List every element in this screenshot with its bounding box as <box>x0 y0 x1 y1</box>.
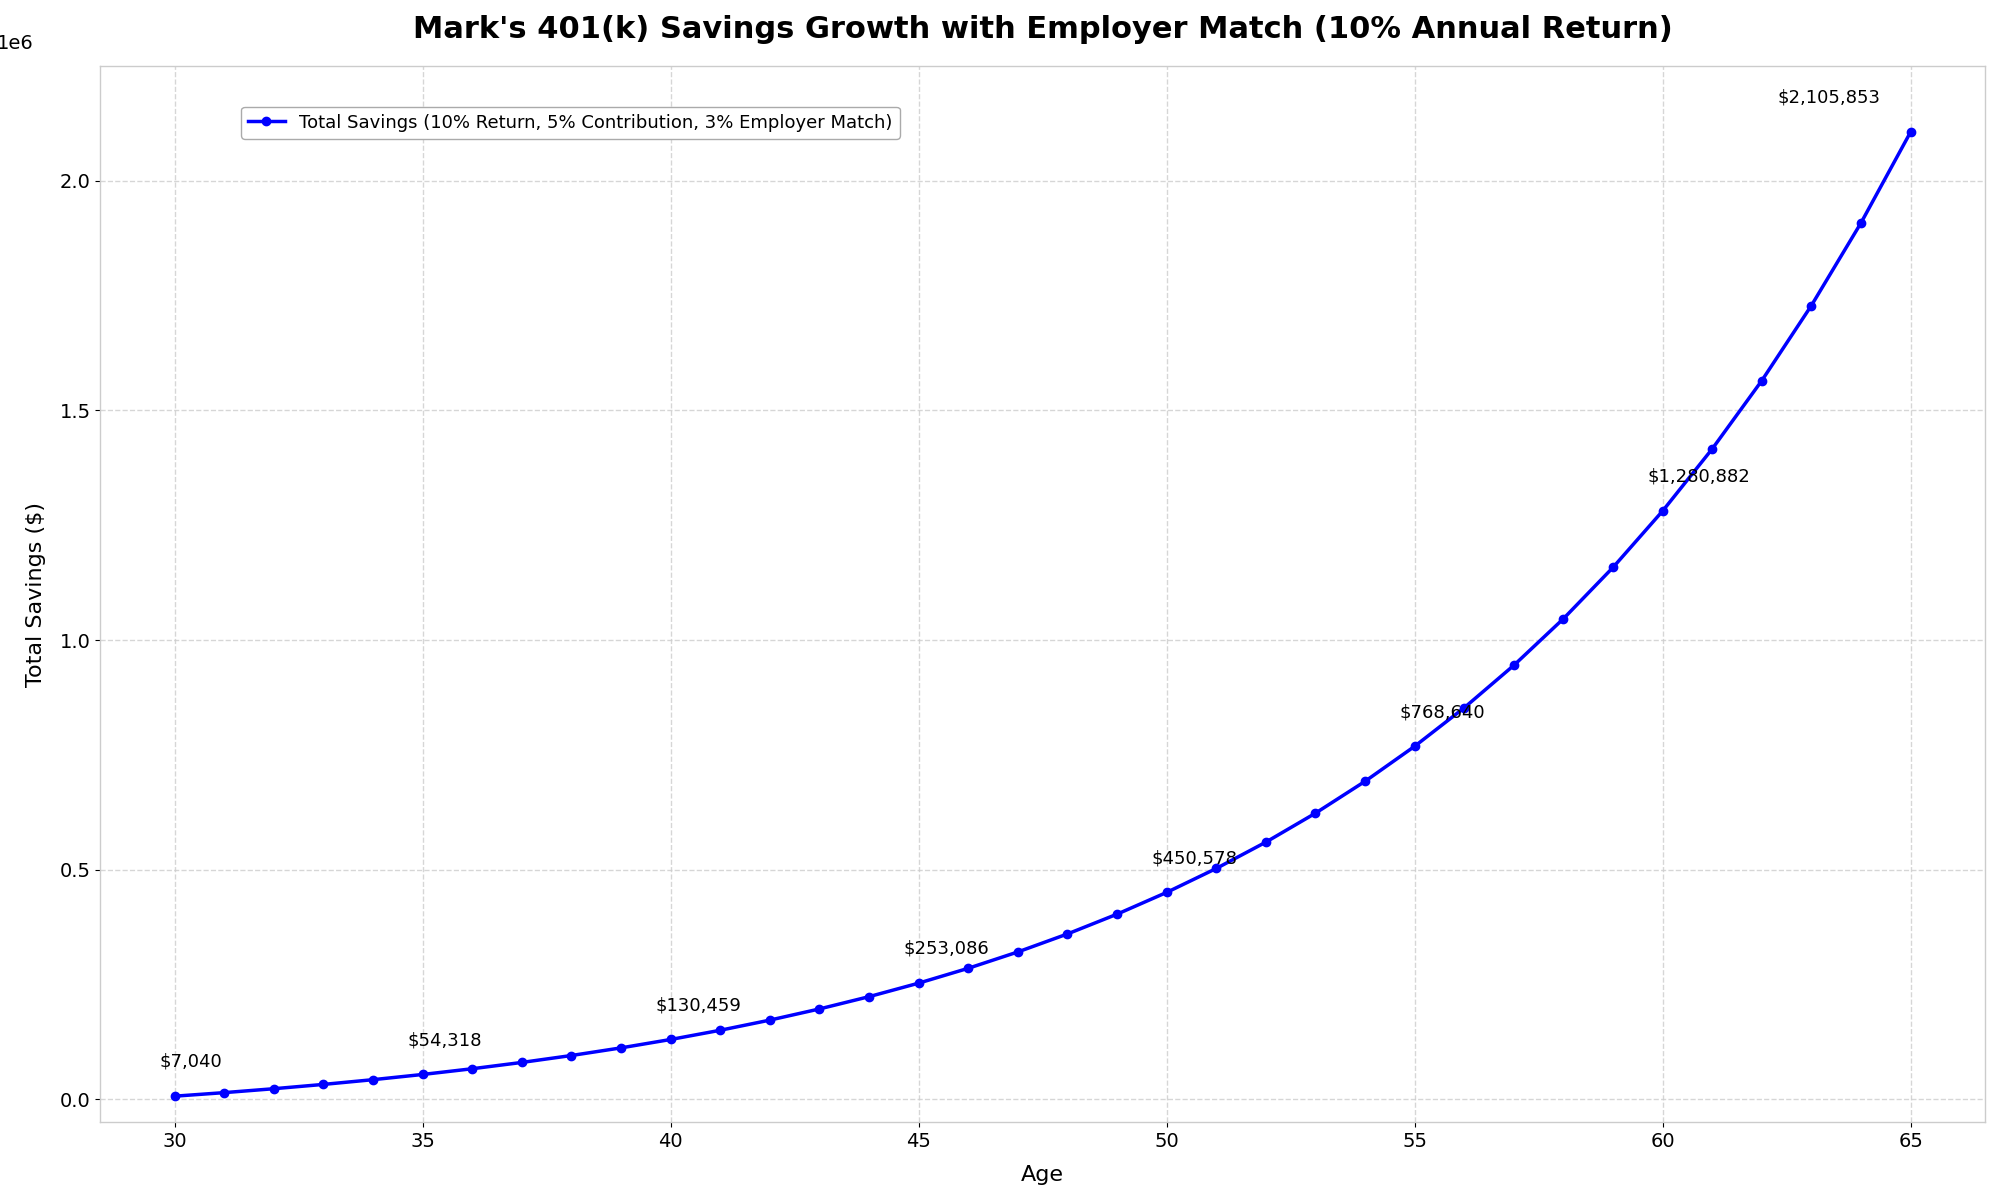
Text: $7,040: $7,040 <box>160 1052 222 1070</box>
Total Savings (10% Return, 5% Contribution, 3% Employer Match) <box>1650 504 1674 518</box>
Text: $54,318: $54,318 <box>408 1031 482 1049</box>
Total Savings (10% Return, 5% Contribution, 3% Employer Match) <box>1700 442 1724 456</box>
Total Savings (10% Return, 5% Contribution, 3% Employer Match) <box>162 1088 186 1103</box>
Total Savings (10% Return, 5% Contribution, 3% Employer Match) <box>808 1002 832 1016</box>
Total Savings (10% Return, 5% Contribution, 3% Employer Match) <box>460 1062 484 1076</box>
Text: $2,105,853: $2,105,853 <box>1778 89 1880 107</box>
Text: 1e6: 1e6 <box>0 34 34 53</box>
Total Savings (10% Return, 5% Contribution, 3% Employer Match) <box>1800 299 1824 313</box>
Total Savings (10% Return, 5% Contribution, 3% Employer Match) <box>560 1049 584 1063</box>
Total Savings (10% Return, 5% Contribution, 3% Employer Match) <box>212 1086 236 1100</box>
Total Savings (10% Return, 5% Contribution, 3% Employer Match) <box>1304 806 1328 821</box>
Total Savings (10% Return, 5% Contribution, 3% Employer Match) <box>262 1081 286 1096</box>
Total Savings (10% Return, 5% Contribution, 3% Employer Match) <box>758 1013 782 1027</box>
Total Savings (10% Return, 5% Contribution, 3% Employer Match) <box>1850 216 1874 230</box>
Line: Total Savings (10% Return, 5% Contribution, 3% Employer Match): Total Savings (10% Return, 5% Contributi… <box>170 128 1914 1100</box>
X-axis label: Age: Age <box>1022 1165 1064 1184</box>
Total Savings (10% Return, 5% Contribution, 3% Employer Match) <box>610 1040 634 1055</box>
Total Savings (10% Return, 5% Contribution, 3% Employer Match) <box>858 990 882 1004</box>
Total Savings (10% Return, 5% Contribution, 3% Employer Match) <box>410 1067 434 1081</box>
Total Savings (10% Return, 5% Contribution, 3% Employer Match) <box>708 1024 732 1038</box>
Total Savings (10% Return, 5% Contribution, 3% Employer Match) <box>1204 862 1228 876</box>
Total Savings (10% Return, 5% Contribution, 3% Employer Match) <box>1254 835 1278 850</box>
Y-axis label: Total Savings ($): Total Savings ($) <box>26 502 46 686</box>
Text: $253,086: $253,086 <box>904 940 990 958</box>
Total Savings (10% Return, 5% Contribution, 3% Employer Match) <box>1602 560 1626 575</box>
Text: $130,459: $130,459 <box>656 996 742 1014</box>
Total Savings (10% Return, 5% Contribution, 3% Employer Match) <box>1452 701 1476 715</box>
Total Savings (10% Return, 5% Contribution, 3% Employer Match) <box>510 1055 534 1069</box>
Total Savings (10% Return, 5% Contribution, 3% Employer Match) <box>1750 373 1774 388</box>
Title: Mark's 401(k) Savings Growth with Employer Match (10% Annual Return): Mark's 401(k) Savings Growth with Employ… <box>412 14 1672 44</box>
Total Savings (10% Return, 5% Contribution, 3% Employer Match) <box>1552 612 1576 626</box>
Total Savings (10% Return, 5% Contribution, 3% Employer Match) <box>1154 886 1178 900</box>
Total Savings (10% Return, 5% Contribution, 3% Employer Match) <box>1402 739 1426 754</box>
Text: $450,578: $450,578 <box>1152 850 1238 868</box>
Text: $768,640: $768,640 <box>1400 703 1486 721</box>
Total Savings (10% Return, 5% Contribution, 3% Employer Match) <box>1006 944 1030 959</box>
Total Savings (10% Return, 5% Contribution, 3% Employer Match) <box>956 961 980 976</box>
Total Savings (10% Return, 5% Contribution, 3% Employer Match) <box>1898 125 1922 139</box>
Total Savings (10% Return, 5% Contribution, 3% Employer Match) <box>1056 926 1080 941</box>
Total Savings (10% Return, 5% Contribution, 3% Employer Match) <box>312 1078 336 1092</box>
Total Savings (10% Return, 5% Contribution, 3% Employer Match) <box>658 1032 682 1046</box>
Total Savings (10% Return, 5% Contribution, 3% Employer Match) <box>1502 658 1526 672</box>
Total Savings (10% Return, 5% Contribution, 3% Employer Match) <box>906 976 930 990</box>
Legend: Total Savings (10% Return, 5% Contribution, 3% Employer Match): Total Savings (10% Return, 5% Contributi… <box>242 107 900 139</box>
Total Savings (10% Return, 5% Contribution, 3% Employer Match) <box>1354 774 1378 788</box>
Total Savings (10% Return, 5% Contribution, 3% Employer Match) <box>1106 907 1130 922</box>
Total Savings (10% Return, 5% Contribution, 3% Employer Match) <box>362 1073 386 1087</box>
Text: $1,280,882: $1,280,882 <box>1648 468 1750 486</box>
